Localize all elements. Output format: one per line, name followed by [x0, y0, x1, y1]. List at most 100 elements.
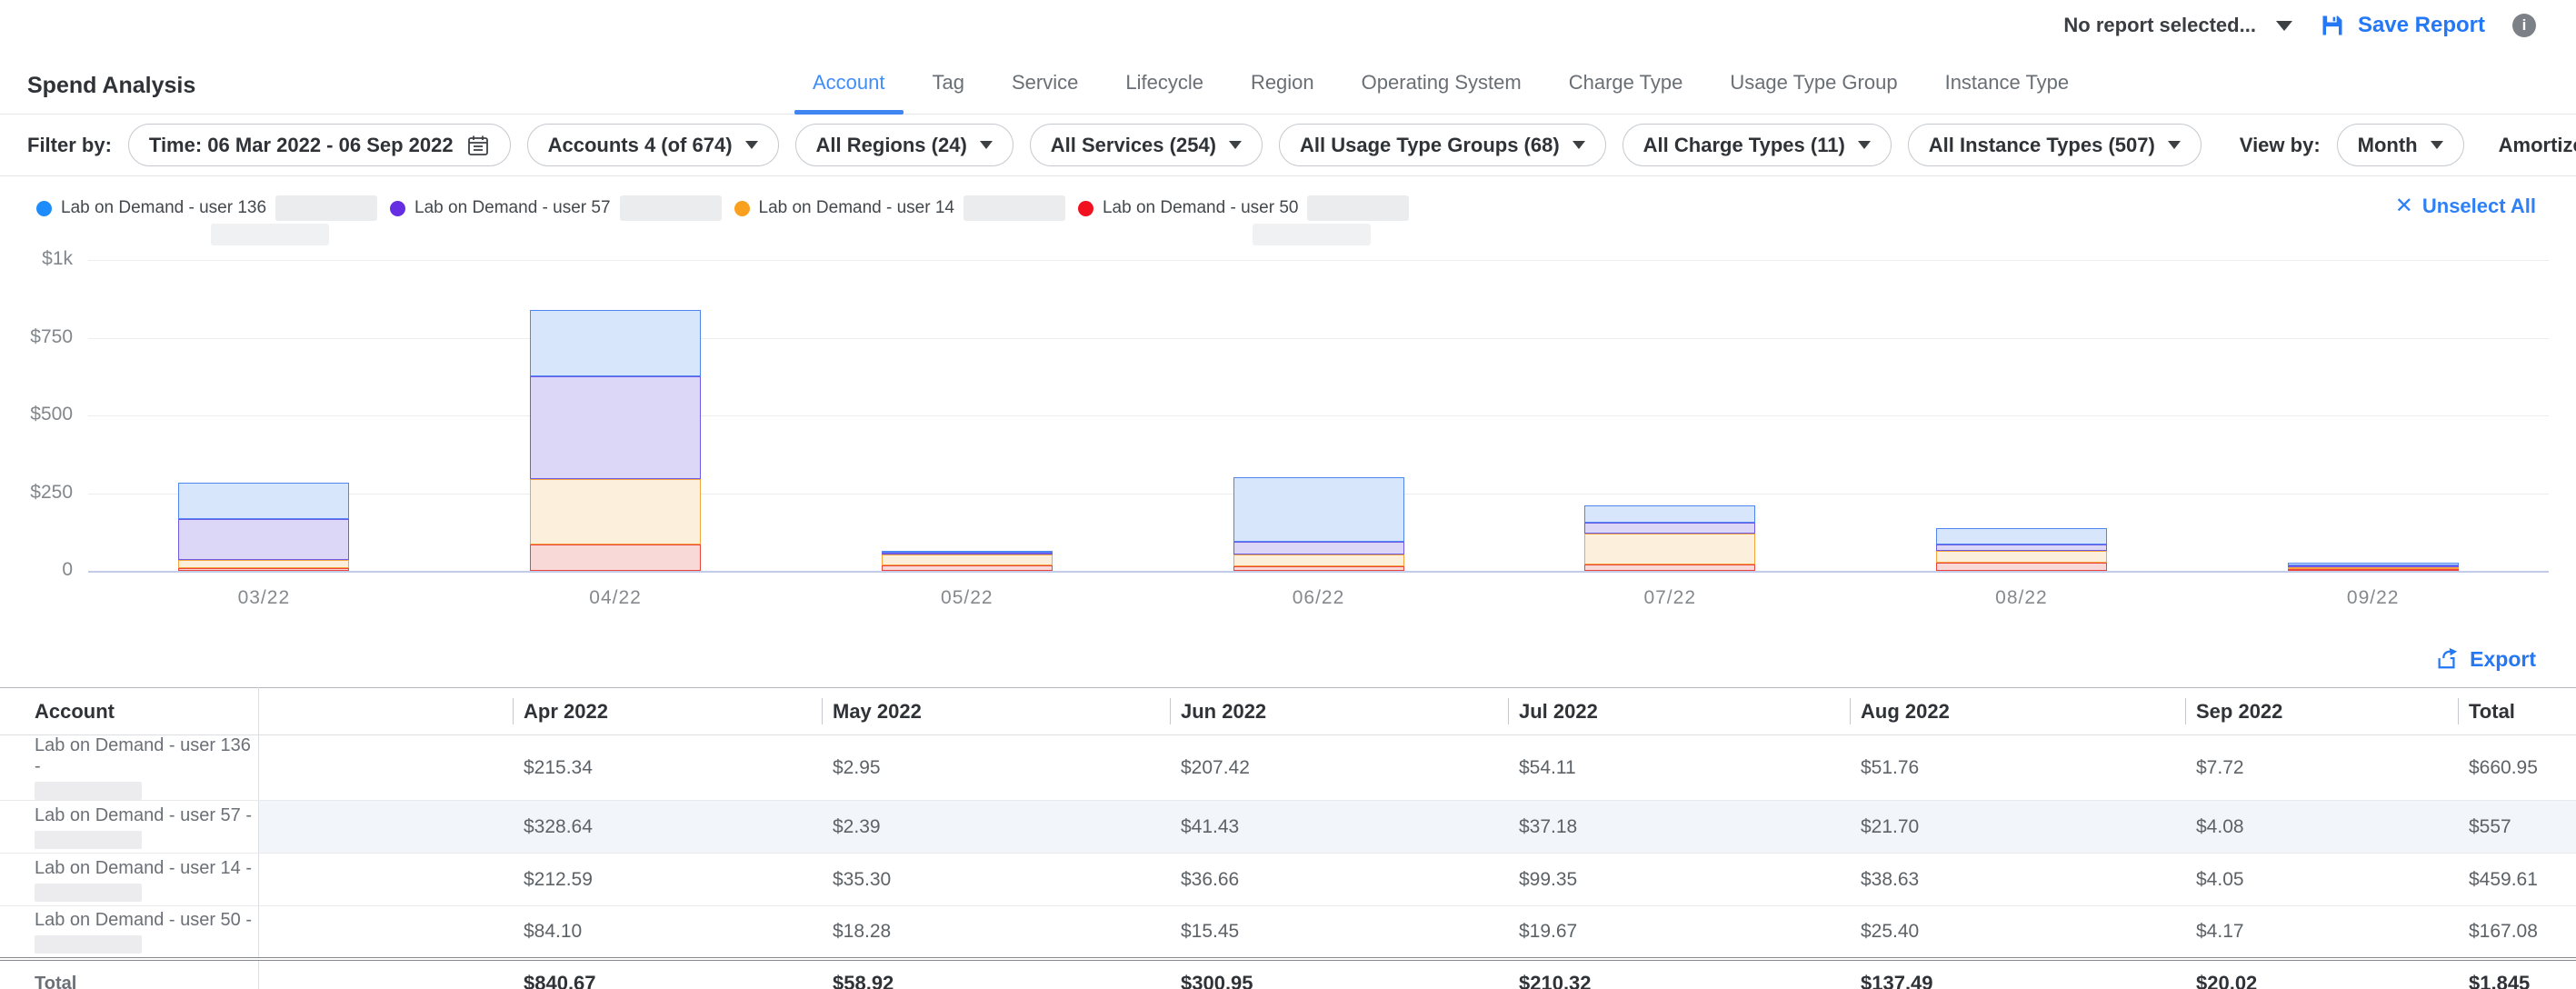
filter-pill[interactable]: Accounts 4 (of 674): [527, 124, 779, 166]
info-icon[interactable]: i: [2512, 14, 2536, 37]
top-bar: No report selected... Save Report i: [0, 0, 2576, 51]
total-value-cell: $300.95: [1170, 959, 1508, 989]
bar-segment[interactable]: [1936, 563, 2107, 571]
table-row: Lab on Demand - user 57 -$328.64$2.39$41…: [0, 801, 2576, 854]
bar-segment[interactable]: [530, 544, 701, 571]
bar-segment[interactable]: [1584, 564, 1755, 571]
bar-segment[interactable]: [178, 483, 349, 519]
legend-item[interactable]: Lab on Demand - user 14: [734, 193, 1065, 224]
filter-pill[interactable]: All Instance Types (507): [1908, 124, 2202, 166]
value-cell: $557: [2458, 801, 2576, 854]
unselect-all-button[interactable]: ✕ Unselect All: [2395, 193, 2536, 218]
value-cell: $167.08: [2458, 906, 2576, 959]
bar-segment[interactable]: [1936, 528, 2107, 544]
bar-segment[interactable]: [2288, 569, 2459, 571]
value-cell: $215.34: [513, 735, 822, 801]
stacked-bar-06-22[interactable]: [1233, 477, 1404, 571]
export-icon: [2435, 647, 2459, 671]
value-cell: $2.95: [822, 735, 1170, 801]
bar-slot: [1494, 260, 1846, 571]
tab-service[interactable]: Service: [988, 51, 1102, 114]
spacer-cell: [258, 801, 513, 854]
spacer-cell: [258, 959, 513, 989]
view-by-dropdown[interactable]: Month: [2337, 124, 2464, 166]
spacer-cell: [258, 735, 513, 801]
stacked-bar-05-22[interactable]: [882, 551, 1053, 571]
value-cell: $19.67: [1508, 906, 1850, 959]
filter-pill[interactable]: All Usage Type Groups (68): [1279, 124, 1606, 166]
tab-lifecycle[interactable]: Lifecycle: [1102, 51, 1227, 114]
value-cell: $4.17: [2185, 906, 2458, 959]
view-by-value: Month: [2358, 134, 2418, 157]
tab-account[interactable]: Account: [789, 51, 909, 114]
bar-segment[interactable]: [1584, 534, 1755, 564]
bar-segment[interactable]: [882, 554, 1053, 565]
stacked-bar-04-22[interactable]: [530, 310, 701, 571]
stacked-bar-03-22[interactable]: [178, 483, 349, 571]
column-header-spacer: [258, 688, 513, 735]
stacked-bar-08-22[interactable]: [1936, 528, 2107, 571]
column-header: Apr 2022: [513, 688, 822, 735]
tab-tag[interactable]: Tag: [909, 51, 988, 114]
filter-pill[interactable]: All Regions (24): [795, 124, 1013, 166]
time-filter-pill[interactable]: Time: 06 Mar 2022 - 06 Sep 2022: [128, 124, 511, 166]
filter-pill-label: All Charge Types (11): [1643, 134, 1845, 157]
bar-slot: [88, 260, 440, 571]
legend-item-label: Lab on Demand - user 136: [61, 198, 266, 218]
bar-slot: [1143, 260, 1494, 571]
legend-item-label: Lab on Demand - user 14: [759, 198, 954, 218]
bar-segment[interactable]: [1584, 523, 1755, 534]
value-cell: $25.40: [1850, 906, 2185, 959]
bar-segment[interactable]: [1233, 554, 1404, 566]
report-selector[interactable]: No report selected...: [2063, 14, 2292, 37]
export-button[interactable]: Export: [2435, 647, 2536, 672]
tab-operating-system[interactable]: Operating System: [1338, 51, 1545, 114]
value-cell: $7.72: [2185, 735, 2458, 801]
save-report-button[interactable]: Save Report: [2320, 13, 2485, 38]
legend-dot: [36, 201, 52, 216]
tab-region[interactable]: Region: [1227, 51, 1338, 114]
account-name: Lab on Demand - user 14 -: [35, 858, 258, 879]
tabs: AccountTagServiceLifecycleRegionOperatin…: [789, 51, 2092, 114]
bar-segment[interactable]: [1936, 544, 2107, 551]
tab-usage-type-group[interactable]: Usage Type Group: [1706, 51, 1921, 114]
chevron-down-icon: [980, 141, 993, 149]
spend-analysis-page: No report selected... Save Report i Spen…: [0, 0, 2576, 989]
account-cell: Lab on Demand - user 57 -: [0, 801, 258, 854]
redacted-text: [35, 831, 142, 849]
bar-segment[interactable]: [178, 560, 349, 569]
bar-segment[interactable]: [1936, 551, 2107, 563]
bar-segment[interactable]: [1233, 542, 1404, 554]
bar-segment[interactable]: [1584, 505, 1755, 523]
bars-layer: [88, 260, 2549, 571]
bar-segment[interactable]: [1233, 566, 1404, 571]
bar-segment[interactable]: [530, 479, 701, 545]
filter-pill-label: All Regions (24): [816, 134, 967, 157]
bar-segment[interactable]: [530, 376, 701, 478]
legend-item[interactable]: Lab on Demand - user 136: [36, 193, 377, 224]
legend-item[interactable]: Lab on Demand - user 50: [1078, 193, 1409, 224]
tab-instance-type[interactable]: Instance Type: [1922, 51, 2093, 114]
stacked-bar-07-22[interactable]: [1584, 505, 1755, 571]
bar-segment[interactable]: [530, 310, 701, 377]
chevron-down-icon: [2168, 141, 2181, 149]
filter-pill[interactable]: All Charge Types (11): [1622, 124, 1892, 166]
chevron-down-icon: [1229, 141, 1242, 149]
bar-segment[interactable]: [1233, 477, 1404, 542]
value-cell: $35.30: [822, 854, 1170, 906]
bar-segment[interactable]: [178, 519, 349, 559]
value-cell: $459.61: [2458, 854, 2576, 906]
tab-charge-type[interactable]: Charge Type: [1545, 51, 1707, 114]
value-cell: $38.63: [1850, 854, 2185, 906]
redacted-text: [35, 782, 142, 800]
stacked-bar-09-22[interactable]: [2288, 563, 2459, 571]
y-axis-tick-label: $250: [0, 482, 73, 504]
bar-segment[interactable]: [178, 568, 349, 571]
value-cell: $51.76: [1850, 735, 2185, 801]
filter-pill[interactable]: All Services (254): [1030, 124, 1263, 166]
total-value-cell: $210.32: [1508, 959, 1850, 989]
table-head: AccountApr 2022May 2022Jun 2022Jul 2022A…: [0, 688, 2576, 735]
bar-segment[interactable]: [882, 565, 1053, 571]
filter-pills: Accounts 4 (of 674) All Regions (24) All S…: [527, 124, 2202, 166]
legend-item[interactable]: Lab on Demand - user 57: [390, 193, 721, 224]
